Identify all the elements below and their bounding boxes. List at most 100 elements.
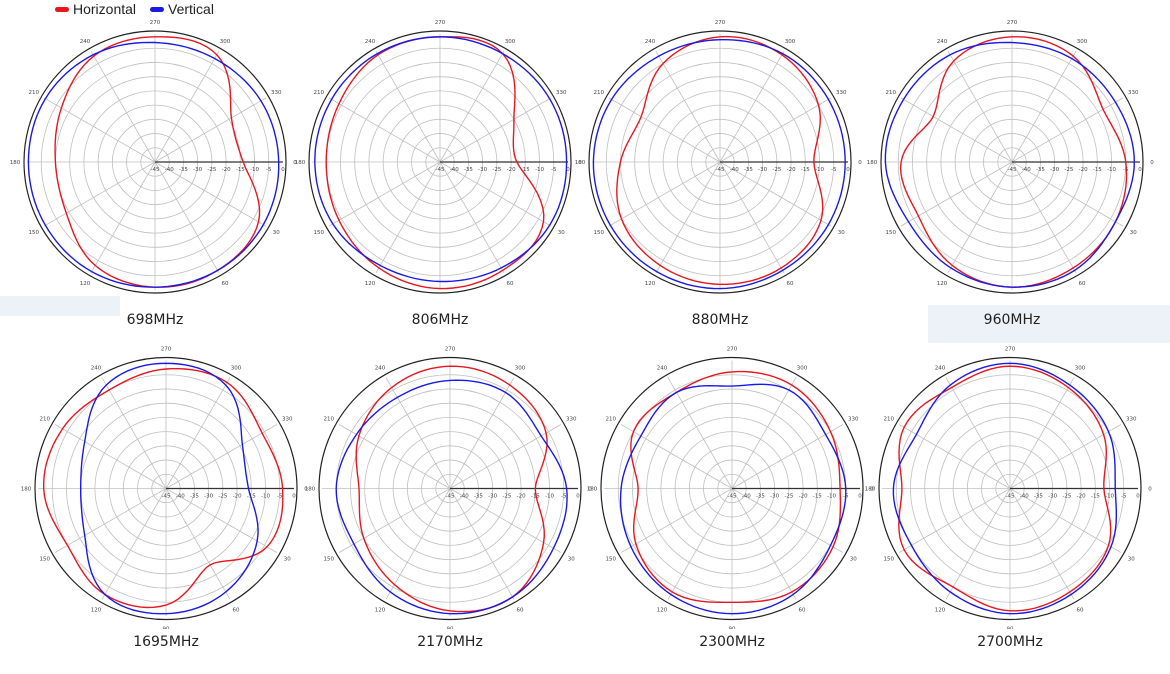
grid-spoke [1009,488,1075,600]
angle-tick-label: 150 [40,557,51,563]
radial-tick-label: 0 [846,167,850,173]
angle-tick-label: 330 [282,417,293,423]
grid-spoke [439,50,505,163]
radial-tick-label: -5 [1123,167,1129,173]
angle-tick-label: 0 [1150,160,1154,166]
polar-chart-698mhz: -45-40-35-30-25-20-15-10-500306090120150… [10,20,297,294]
angle-tick-label: 0 [304,487,308,493]
polar-plot-698mhz: -45-40-35-30-25-20-15-10-500306090120150… [10,20,300,350]
angle-tick-label: 120 [935,608,946,614]
angle-tick-label: 90 [163,627,170,630]
legend-label-horizontal: Horizontal [73,1,137,17]
grid-spoke [154,97,267,163]
frequency-label: 2700MHz [977,634,1043,650]
grid-spoke [900,161,1013,227]
outer-rim [34,356,298,621]
radial-tick-label: -40 [165,167,174,173]
grid-spoke [375,161,441,274]
grid-spoke [719,161,832,227]
radial-tick-label: -5 [1121,494,1127,500]
radial-tick-label: -45 [151,167,160,173]
series-line-vertical [80,362,259,615]
radial-tick-label: -20 [799,494,808,500]
angle-tick-label: 180 [10,160,21,166]
radial-tick-label: -35 [744,167,753,173]
angle-tick-label: 180 [295,160,306,166]
grid-spoke [101,488,167,600]
legend-swatch-horizontal [55,6,69,12]
frequency-label: 698MHz [126,312,184,328]
angle-tick-label: 120 [365,281,376,287]
grid-spoke [43,161,156,227]
angle-tick-label: 150 [884,557,895,563]
radial-tick-label: -45 [1008,167,1017,173]
grid-spoke [945,377,1011,489]
polar-plot-806mhz: -45-40-35-30-25-20-15-10-500306090120150… [295,20,585,350]
grid-spoke [90,50,156,163]
polar-chart-880mhz: -45-40-35-30-25-20-15-10-500306090120150… [575,20,862,294]
series-line-vertical [619,383,847,615]
angle-tick-label: 120 [657,608,668,614]
radial-tick-label: -30 [1048,494,1057,500]
polar-chart-2700mhz: -45 -40 -35 -30 -25 -20 -15 -10 -5 0 0 30 60 90 120 150… [865,347,1152,630]
grid-spoke [1011,161,1124,227]
outer-rim [588,30,852,294]
radial-tick-label: -30 [488,494,497,500]
grid-spoke [385,377,451,489]
angle-tick-label: 30 [1128,557,1135,563]
outer-rim [880,30,1144,294]
radial-tick-label: -45 [436,167,445,173]
grid-spoke [165,488,231,600]
radial-tick-label: -35 [1036,167,1045,173]
series-line-horizontal [898,365,1112,612]
angle-tick-label: 30 [558,230,565,236]
angle-tick-label: 0 [293,160,297,166]
radial-tick-label: -40 [176,494,185,500]
angle-tick-label: 180 [867,160,878,166]
radial-tick-label: -45 [446,494,455,500]
grid-spoke [439,161,552,227]
polar-plot-1695mhz: -45 -40 -35 -30 -25 -20 -15 -10 -5 0 0 30 60 90 120 150… [21,344,311,674]
angle-tick-label: 150 [606,557,617,563]
angle-tick-label: 300 [220,39,231,45]
grid-spoke [898,488,1011,553]
background-band-right [928,305,1170,343]
radial-tick-label: -5 [831,167,837,173]
angle-tick-label: 60 [1077,608,1084,614]
angle-tick-label: 120 [645,281,656,287]
radial-tick-label: -30 [758,167,767,173]
polar-chart-2300mhz: -45 -40 -35 -30 -25 -20 -15 -10 -5 0 0 30 60 90 120 150… [587,347,874,630]
grid-spoke [449,424,562,489]
angle-tick-label: 240 [657,365,668,371]
polar-chart-2170mhz: -45 -40 -35 -30 -25 -20 -15 -10 -5 0 0 30 60 90 120 150… [305,347,592,630]
outer-rim [318,356,582,621]
angle-tick-label: 150 [886,230,897,236]
frequency-label: 960MHz [983,312,1041,328]
grid-spoke [719,161,785,274]
angle-tick-label: 210 [606,417,617,423]
radial-tick-label: -40 [460,494,469,500]
angle-tick-label: 210 [594,90,605,96]
angle-tick-label: 30 [273,230,280,236]
angle-tick-label: 150 [594,230,605,236]
angle-tick-label: 300 [515,365,526,371]
radial-tick-label: 0 [576,494,580,500]
grid-spoke [947,161,1013,274]
grid-spoke [945,488,1011,600]
angle-tick-label: 30 [1130,230,1137,236]
radial-tick-label: -15 [236,167,245,173]
grid-spoke [449,488,562,553]
angle-tick-label: 180 [575,160,586,166]
grid-spoke [154,161,220,274]
series-line-horizontal [43,368,284,609]
radial-tick-label: 0 [1136,494,1140,500]
grid-spoke [165,488,278,553]
angle-tick-label: 120 [91,608,102,614]
angle-tick-label: 210 [314,90,325,96]
radial-tick-label: -20 [1077,494,1086,500]
grid-spoke [101,377,167,489]
grid-spoke [900,97,1013,163]
radial-tick-label: 0 [858,494,862,500]
radial-tick-label: -45 [162,494,171,500]
series-line-vertical [27,41,280,288]
